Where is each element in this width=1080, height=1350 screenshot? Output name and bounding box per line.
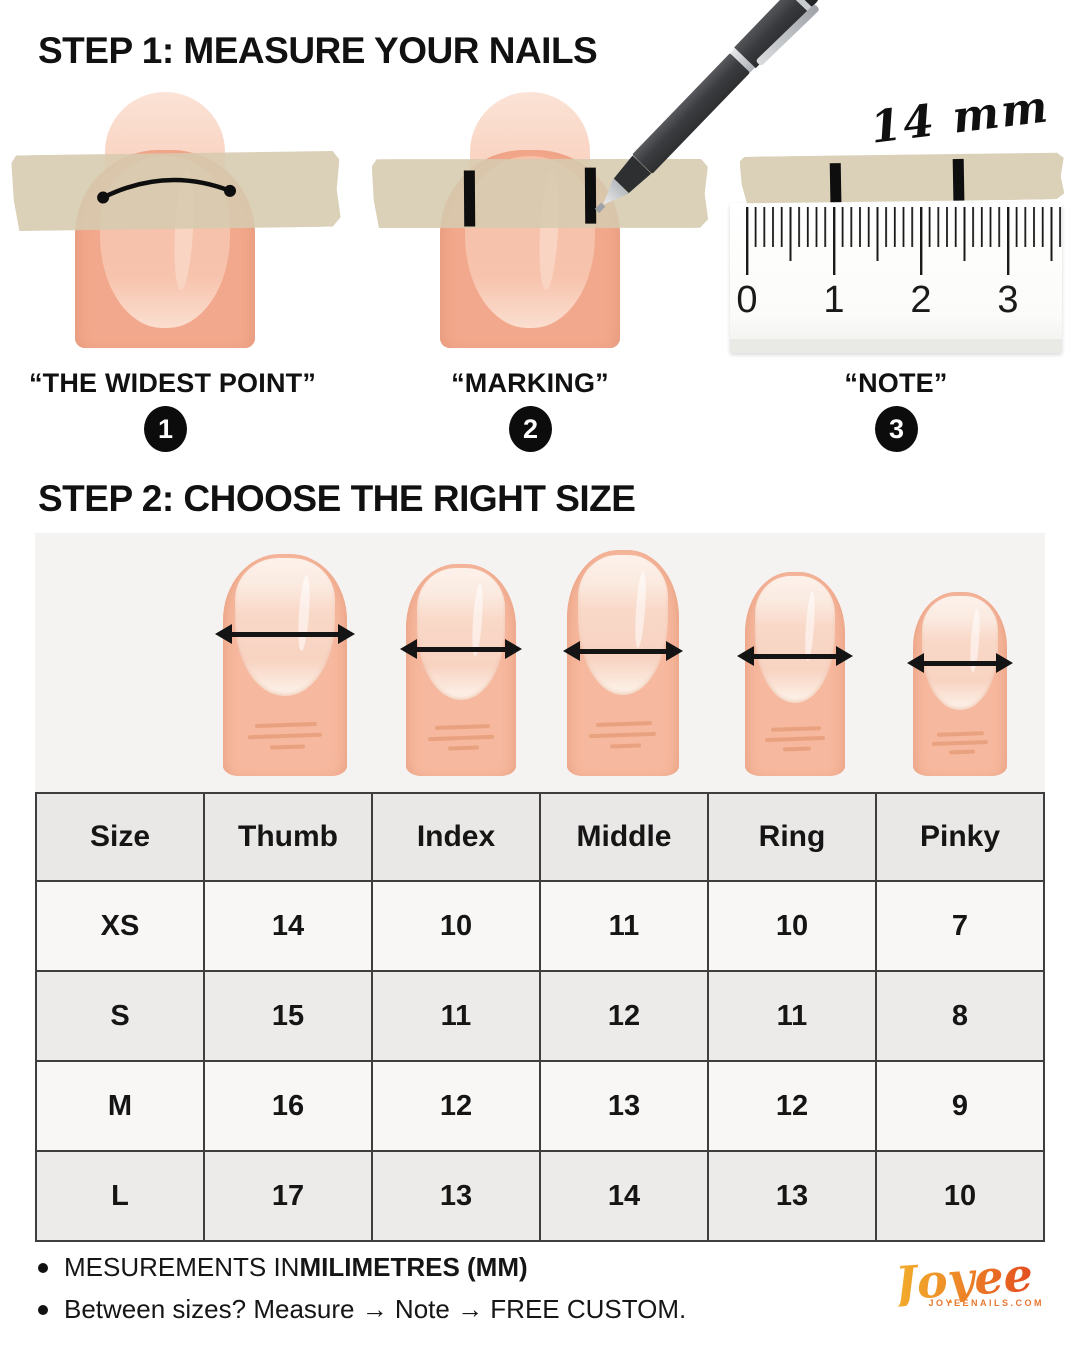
nail-plate bbox=[417, 568, 505, 700]
size-label: S bbox=[35, 970, 205, 1062]
size-label: XS bbox=[35, 880, 205, 972]
table-cell: 15 bbox=[203, 970, 373, 1062]
table-row-m: M 16 12 13 12 9 bbox=[35, 1060, 1045, 1152]
size-label: L bbox=[35, 1150, 205, 1242]
table-cell: 8 bbox=[875, 970, 1045, 1062]
table-cell: 7 bbox=[875, 880, 1045, 972]
nail-highlight bbox=[296, 574, 312, 651]
table-cell: 12 bbox=[371, 1060, 541, 1152]
table-cell: 11 bbox=[371, 970, 541, 1062]
width-arrow-thumb bbox=[215, 624, 355, 644]
size-chart-table: Size Thumb Index Middle Ring Pinky XS 14… bbox=[35, 792, 1045, 1242]
pen-mark-left bbox=[830, 163, 842, 205]
note-text: Between sizes? Measure → Note → FREE CUS… bbox=[64, 1294, 687, 1324]
measurement-annotation: 14 mm bbox=[867, 81, 1053, 154]
table-cell: 13 bbox=[371, 1150, 541, 1242]
step-badge-2: 2 bbox=[509, 406, 552, 452]
nail-plate bbox=[755, 576, 835, 703]
step-badge-1: 1 bbox=[144, 406, 187, 452]
nail-sizes-panel bbox=[35, 533, 1045, 792]
nail-index bbox=[406, 564, 516, 776]
table-cell: 13 bbox=[707, 1150, 877, 1242]
table-cell: 14 bbox=[203, 880, 373, 972]
masking-tape bbox=[740, 151, 1065, 205]
table-cell: 17 bbox=[203, 1150, 373, 1242]
table-cell: 12 bbox=[707, 1060, 877, 1152]
pen-mark-right bbox=[953, 159, 965, 201]
bullet-icon bbox=[38, 1262, 48, 1273]
note-text: MESUREMENTS IN bbox=[64, 1252, 300, 1282]
table-header-row: Size Thumb Index Middle Ring Pinky bbox=[35, 792, 1045, 882]
width-arrow-index bbox=[400, 639, 522, 659]
masking-tape bbox=[11, 149, 341, 234]
col-header-ring: Ring bbox=[707, 792, 877, 882]
pen-barrel bbox=[631, 53, 750, 175]
nail-plate bbox=[235, 558, 335, 697]
step-badge-3: 3 bbox=[875, 406, 918, 452]
ruler-number-2: 2 bbox=[910, 279, 932, 321]
table-row-xs: XS 14 10 11 10 7 bbox=[35, 880, 1045, 972]
size-label: M bbox=[35, 1060, 205, 1152]
nail-thumb bbox=[223, 554, 347, 776]
table-cell: 10 bbox=[707, 880, 877, 972]
table-cell: 10 bbox=[371, 880, 541, 972]
bullet-icon bbox=[38, 1304, 48, 1315]
col-header-middle: Middle bbox=[539, 792, 709, 882]
ruler-ticks bbox=[744, 207, 1062, 279]
nail-plate bbox=[922, 595, 998, 710]
note-text-bold: MILIMETRES (MM) bbox=[299, 1252, 528, 1282]
brand-name: Joyee bbox=[893, 1247, 1035, 1311]
col-header-index: Index bbox=[371, 792, 541, 882]
nail-highlight bbox=[803, 591, 817, 661]
ruler-number-0: 0 bbox=[736, 279, 758, 321]
nail-pinky bbox=[913, 592, 1007, 776]
nail-highlight bbox=[470, 583, 485, 657]
table-cell: 10 bbox=[875, 1150, 1045, 1242]
caption-widest-point: “THE WIDEST POINT” bbox=[28, 368, 317, 398]
width-arrow-middle bbox=[563, 641, 683, 661]
caption-marking: “MARKING” bbox=[451, 368, 609, 398]
ruler-edge bbox=[730, 339, 1062, 353]
col-header-thumb: Thumb bbox=[203, 792, 373, 882]
col-header-pinky: Pinky bbox=[875, 792, 1045, 882]
table-cell: 14 bbox=[539, 1150, 709, 1242]
nail-plate bbox=[578, 554, 668, 695]
brand-website: JOYEENAILS.COM bbox=[928, 1298, 1044, 1308]
table-cell: 9 bbox=[875, 1060, 1045, 1152]
note-between-sizes: Between sizes? Measure → Note → FREE CUS… bbox=[38, 1294, 686, 1325]
width-arc-icon bbox=[11, 149, 341, 234]
width-arrow-ring bbox=[737, 646, 853, 666]
ruler: 0 1 2 3 bbox=[730, 203, 1062, 353]
nail-highlight bbox=[632, 571, 648, 649]
table-cell: 13 bbox=[539, 1060, 709, 1152]
pen-mark-left bbox=[464, 170, 475, 226]
nail-middle bbox=[567, 550, 679, 776]
pen-cap bbox=[733, 0, 810, 69]
ruler-number-1: 1 bbox=[823, 279, 845, 321]
step1-title: STEP 1: MEASURE YOUR NAILS bbox=[38, 30, 598, 71]
nail-ring bbox=[745, 572, 845, 776]
table-cell: 12 bbox=[539, 970, 709, 1062]
table-row-s: S 15 11 12 11 8 bbox=[35, 970, 1045, 1062]
table-row-l: L 17 13 14 13 10 bbox=[35, 1150, 1045, 1242]
table-cell: 11 bbox=[539, 880, 709, 972]
col-header-size: Size bbox=[35, 792, 205, 882]
note-measurements: MESUREMENTS IN MILIMETRES (MM) bbox=[38, 1252, 528, 1283]
brand-logo: Joyee JOYEENAILS.COM bbox=[874, 1247, 1054, 1310]
caption-note: “NOTE” bbox=[844, 368, 948, 398]
width-arrow-pinky bbox=[907, 653, 1013, 673]
ruler-number-3: 3 bbox=[997, 279, 1019, 321]
step2-title: STEP 2: CHOOSE THE RIGHT SIZE bbox=[38, 478, 636, 519]
table-cell: 16 bbox=[203, 1060, 373, 1152]
table-cell: 11 bbox=[707, 970, 877, 1062]
